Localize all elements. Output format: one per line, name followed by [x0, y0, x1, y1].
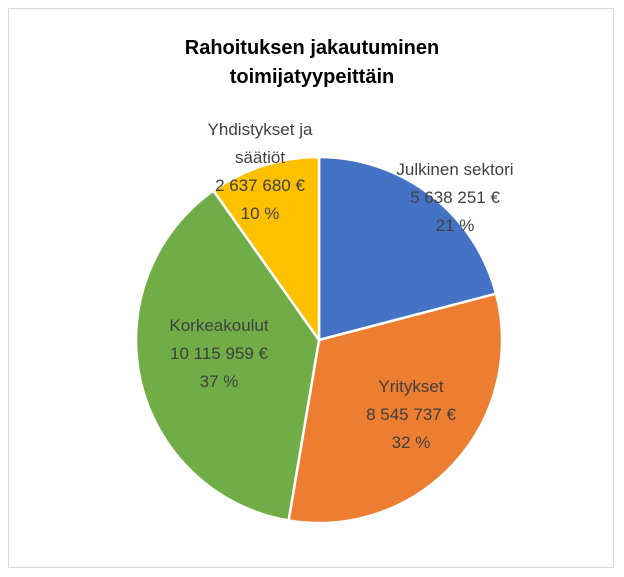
value-label: 2 637 680 € [215, 176, 305, 195]
data-label: Korkeakoulut 10 115 959 € 37 % [144, 312, 294, 396]
category-label: Yritykset [378, 377, 444, 396]
value-label: 10 115 959 € [170, 344, 268, 363]
data-label: Julkinen sektori 5 638 251 € 21 % [380, 156, 530, 240]
value-label: 8 545 737 € [366, 405, 456, 424]
value-label: 5 638 251 € [410, 188, 500, 207]
category-label: Yhdistykset ja säätiöt [207, 120, 313, 167]
percent-label: 10 % [240, 204, 280, 223]
data-label: Yhdistykset ja säätiöt 2 637 680 € 10 % [185, 116, 335, 228]
pie-slice [134, 188, 321, 522]
pie-slice [287, 292, 504, 525]
percent-label: 37 % [199, 372, 239, 391]
pie-slice [211, 155, 321, 344]
pie-slice [317, 155, 498, 342]
percent-label: 32 % [391, 433, 431, 452]
data-label: Yritykset 8 545 737 € 32 % [336, 373, 486, 457]
chart-title: Rahoituksen jakautuminen toimijatyypeitt… [184, 37, 440, 88]
category-label: Julkinen sektori [396, 160, 514, 179]
chart-area [8, 8, 614, 568]
percent-label: 21 % [435, 216, 475, 235]
category-label: Korkeakoulut [169, 316, 269, 335]
